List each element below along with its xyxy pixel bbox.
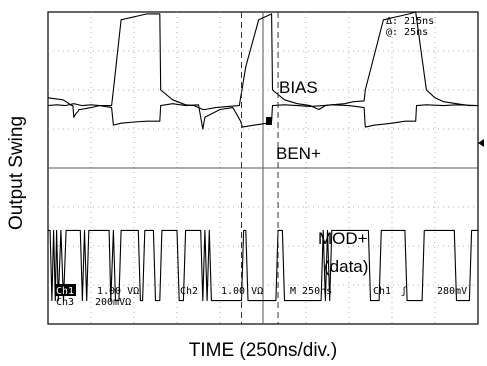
series-label-bias: BIAS bbox=[279, 78, 318, 97]
trigger-source: Ch1 bbox=[373, 286, 391, 297]
trigger-slope-icon: ʃ bbox=[401, 286, 407, 297]
ch1-scale: 1.00 VΩ bbox=[97, 286, 139, 297]
status-bar: Ch1 1.00 VΩ Ch2 1.00 VΩ M 250ns Ch1 ʃ 28… bbox=[55, 284, 467, 308]
series-label-ben: BEN+ bbox=[276, 144, 321, 163]
ch2-scale: 1.00 VΩ bbox=[221, 286, 263, 297]
trace-bias bbox=[47, 11, 478, 118]
trigger-position-marker bbox=[266, 117, 272, 125]
ch3-tag: Ch3 bbox=[56, 297, 74, 308]
ch1-tag: Ch1 bbox=[56, 286, 74, 297]
cursor-delta-readout: Δ: 215ns bbox=[386, 16, 434, 27]
cursor-at-readout: @: 25ns bbox=[386, 27, 428, 38]
ch1-tag-background bbox=[55, 284, 76, 296]
trigger-level: 280mV bbox=[437, 286, 467, 297]
x-axis-label: TIME (250ns/div.) bbox=[188, 340, 338, 361]
ch2-tag: Ch2 bbox=[180, 286, 198, 297]
trigger-level-arrow-icon bbox=[478, 139, 484, 147]
cursor-lines bbox=[241, 12, 279, 324]
series-label-mod: MOD+ bbox=[318, 229, 368, 248]
series-label-mod-data: (data) bbox=[324, 257, 368, 276]
ch3-scale: 200mVΩ bbox=[95, 297, 131, 308]
timebase: M 250ns bbox=[290, 286, 332, 297]
grid bbox=[48, 12, 478, 324]
trace-mod bbox=[48, 229, 478, 302]
